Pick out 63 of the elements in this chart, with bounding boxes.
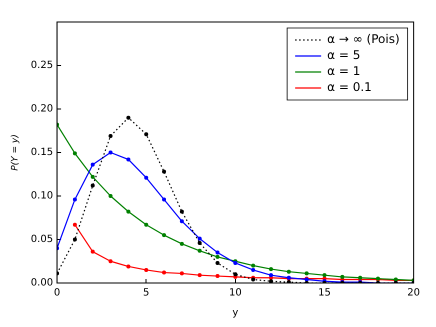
point bbox=[162, 270, 166, 275]
point bbox=[144, 268, 148, 272]
point bbox=[126, 157, 130, 162]
point bbox=[251, 268, 256, 272]
y-tick-label: 0.15 bbox=[30, 147, 54, 158]
point bbox=[162, 197, 166, 202]
point bbox=[108, 150, 113, 154]
x-tick-label: 10 bbox=[228, 288, 242, 299]
legend-label: α → ∞ (Pois) bbox=[327, 32, 400, 46]
legend-label: α = 1 bbox=[327, 64, 360, 78]
point bbox=[180, 210, 184, 214]
y-tick-label: 0.20 bbox=[30, 104, 54, 115]
point bbox=[90, 174, 95, 179]
point bbox=[322, 273, 326, 278]
point bbox=[72, 238, 77, 242]
point bbox=[269, 279, 274, 283]
point bbox=[126, 116, 130, 120]
point bbox=[198, 236, 202, 241]
point bbox=[72, 197, 77, 202]
point bbox=[90, 250, 95, 254]
point bbox=[90, 184, 95, 188]
point bbox=[198, 273, 202, 278]
point bbox=[144, 222, 148, 227]
point bbox=[286, 270, 291, 274]
point bbox=[216, 274, 220, 278]
legend-label: α = 0.1 bbox=[327, 80, 372, 94]
y-tick-label: 0.10 bbox=[30, 190, 54, 202]
y-axis-title: P(Y = y) bbox=[10, 134, 21, 171]
y-tick-label: 0.00 bbox=[30, 278, 54, 289]
point bbox=[72, 222, 77, 227]
point bbox=[180, 219, 184, 224]
point bbox=[216, 254, 220, 259]
point bbox=[216, 260, 220, 265]
legend-label: α = 5 bbox=[327, 48, 360, 62]
point bbox=[108, 194, 113, 198]
x-tick-label: 5 bbox=[143, 288, 150, 299]
y-tick-label: 0.25 bbox=[30, 60, 54, 72]
point bbox=[126, 210, 130, 214]
point bbox=[90, 162, 95, 167]
point bbox=[162, 170, 166, 174]
point bbox=[108, 259, 113, 264]
point bbox=[340, 274, 344, 279]
point bbox=[269, 273, 274, 278]
x-tick-label: 0 bbox=[54, 288, 60, 299]
point bbox=[233, 272, 238, 276]
point bbox=[162, 233, 166, 238]
point bbox=[304, 271, 309, 276]
point bbox=[144, 132, 148, 136]
point bbox=[251, 264, 256, 268]
point bbox=[126, 264, 130, 268]
x-axis-title: y bbox=[232, 308, 238, 319]
x-tick-label: 20 bbox=[407, 288, 420, 299]
point bbox=[216, 250, 220, 255]
point bbox=[108, 134, 113, 138]
y-tick-label: 0.05 bbox=[30, 234, 54, 246]
point bbox=[198, 248, 202, 253]
point bbox=[180, 242, 184, 246]
point bbox=[198, 240, 202, 245]
point bbox=[72, 151, 77, 156]
x-tick-label: 15 bbox=[318, 288, 331, 299]
point bbox=[269, 267, 274, 272]
point bbox=[144, 176, 148, 180]
point bbox=[180, 271, 184, 276]
